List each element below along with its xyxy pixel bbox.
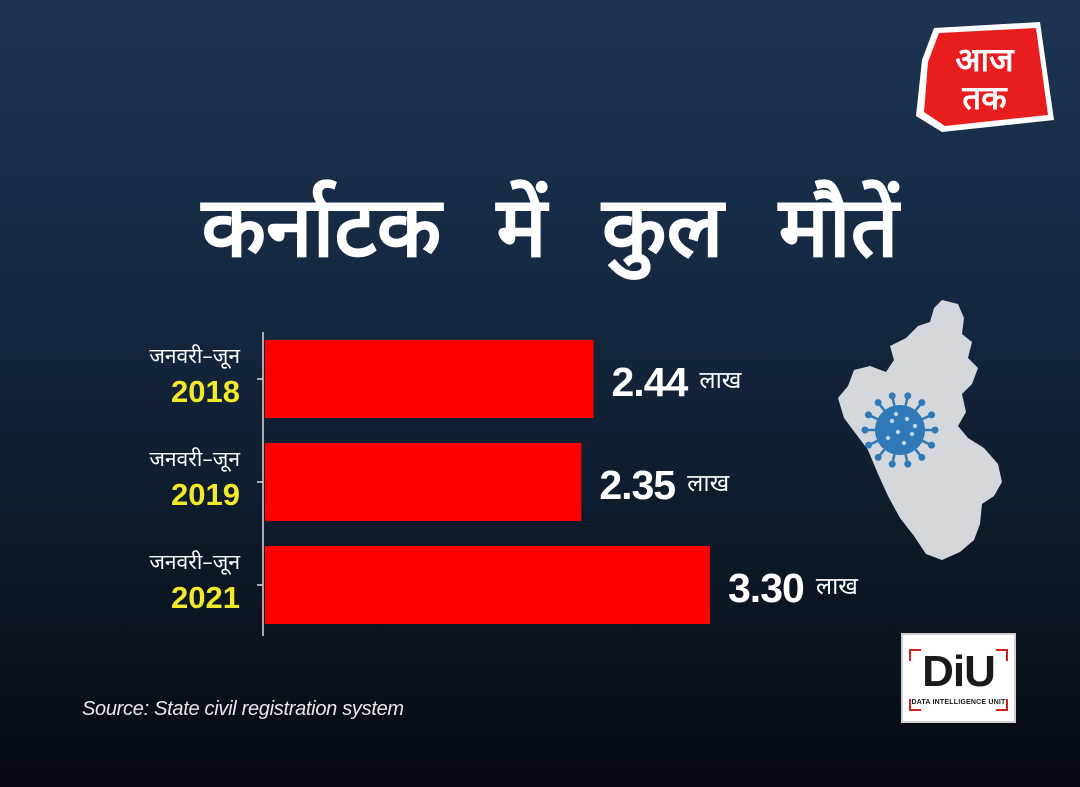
bar-2021 [265,546,710,624]
category-label: जनवरी–जून 2021 [149,544,240,616]
bar-2018 [265,340,594,418]
category-year: 2021 [171,580,240,615]
source-note: Source: State civil registration system [82,698,404,720]
category-period: जनवरी–जून [149,550,240,574]
karnataka-map-shape [838,300,1002,560]
logo-line-1: आज [955,40,1014,79]
category-year: 2019 [171,477,240,512]
chart-title: कर्नाटक में कुल मौतें [201,178,899,276]
category-period: जनवरी–जून [149,344,240,368]
bar-value-number: 3.30 [728,565,805,611]
category-year: 2018 [171,374,240,409]
category-period: जनवरी–जून [149,447,240,471]
diu-letters: DiU [922,647,996,696]
bar-2019 [265,443,582,521]
bar-value-number: 2.35 [599,462,676,508]
bar-value-label: 3.30 लाख [728,563,858,622]
bar-value-label: 2.44 लाख [612,357,742,416]
karnataka-map [834,298,1014,563]
logo-line-2: तक [962,78,1007,117]
aaj-tak-logo: आज तक [912,20,1057,135]
category-label: जनवरी–जून 2019 [149,441,240,513]
bar-value-label: 2.35 लाख [599,460,729,519]
diu-badge: DiU DATA INTELLIGENCE UNIT [901,633,1016,723]
virus-icon [861,392,939,468]
bar-value-unit: लाख [699,366,742,394]
bar-value-unit: लाख [687,469,730,497]
logo-badge-shape [916,22,1054,132]
category-label: जनवरी–जून 2018 [149,338,240,410]
diu-subtitle: DATA INTELLIGENCE UNIT [911,699,1006,706]
bar-value-number: 2.44 [611,359,689,405]
bar-value-unit: लाख [815,572,858,600]
